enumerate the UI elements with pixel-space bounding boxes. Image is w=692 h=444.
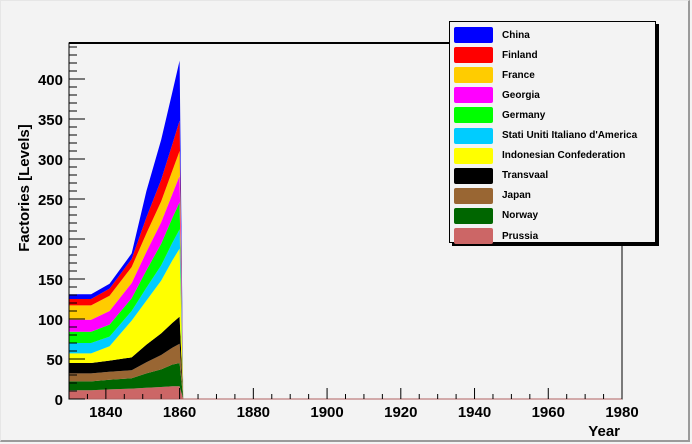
y-tick-label: 100 (38, 312, 63, 329)
legend-label: Japan (502, 190, 531, 202)
area-layer-stati-uniti-italiano-d-america (69, 229, 184, 399)
y-axis-ticks: 0 50 100 150 200 250 300 350 400 (38, 46, 85, 409)
x-tick-label: 1920 (384, 404, 417, 421)
area-layer-indonesian-confederation (69, 248, 184, 399)
legend-label: Germany (502, 109, 546, 121)
area-layer-china (69, 60, 184, 399)
legend-item: Transvaal (454, 166, 548, 186)
plot-layers (69, 60, 184, 399)
legend-swatch (454, 207, 493, 224)
x-tick-label: 1900 (310, 404, 343, 421)
legend-swatch (454, 47, 493, 64)
legend-label: Transvaal (502, 170, 549, 182)
legend-swatch (454, 27, 493, 43)
x-tick-label: 1840 (89, 404, 122, 421)
legend-swatch (454, 187, 493, 204)
legend-label: China (502, 29, 530, 41)
legend-item: France (454, 65, 535, 85)
legend-item: Finland (454, 45, 538, 65)
legend-item: Germany (454, 105, 545, 125)
area-layer-germany (69, 202, 184, 399)
legend-swatch (454, 228, 493, 244)
legend-swatch (454, 147, 493, 164)
legend-item: Georgia (454, 85, 540, 105)
x-axis-title: Year (588, 423, 620, 440)
legend-label: Georgia (502, 89, 540, 101)
legend-label: Finland (502, 49, 538, 61)
x-tick-label: 1860 (163, 404, 196, 421)
area-layer-georgia (69, 175, 184, 399)
legend-item: Prussia (454, 226, 538, 246)
legend-swatch (454, 67, 493, 84)
area-layer-japan (69, 343, 184, 399)
y-tick-label: 350 (38, 112, 63, 129)
legend-label: Indonesian Confederation (502, 150, 626, 162)
legend-swatch (454, 87, 493, 104)
legend-swatch (454, 167, 493, 184)
y-axis-title: Factories [Levels] (16, 124, 33, 252)
x-tick-label: 1880 (237, 404, 270, 421)
x-tick-label: 1980 (605, 404, 638, 421)
y-tick-label: 400 (38, 72, 63, 89)
x-tick-label: 1940 (458, 404, 491, 421)
legend-label: Norway (502, 210, 539, 222)
y-tick-label: 250 (38, 192, 63, 209)
x-axis-ticks: 1840 1860 1880 1900 1920 1940 1960 1980 (68, 388, 639, 421)
y-tick-label: 200 (38, 232, 63, 249)
area-layer-transvaal (69, 316, 184, 399)
area-layer-norway (69, 363, 184, 399)
legend: China Finland France Georgia Germany Stati Un… (449, 21, 656, 246)
legend-item: China (454, 25, 530, 45)
legend-swatch (454, 107, 493, 124)
x-tick-label: 1960 (532, 404, 565, 421)
legend-label: France (502, 69, 535, 81)
area-layer-france (69, 151, 184, 399)
legend-label: Prussia (502, 230, 539, 242)
legend-swatch (454, 127, 493, 144)
legend-item: Norway (454, 206, 538, 226)
legend-item: Japan (454, 186, 531, 206)
area-layer-prussia (69, 386, 184, 399)
y-tick-label: 50 (46, 352, 63, 369)
legend-item: Stati Uniti Italiano d'America (454, 126, 637, 146)
y-tick-label: 300 (38, 152, 63, 169)
legend-item: Indonesian Confederation (454, 146, 625, 166)
legend-label: Stati Uniti Italiano d'America (502, 130, 638, 141)
area-layer-finland (69, 120, 184, 399)
y-tick-label: 0 (55, 392, 63, 409)
y-tick-label: 150 (38, 272, 63, 289)
